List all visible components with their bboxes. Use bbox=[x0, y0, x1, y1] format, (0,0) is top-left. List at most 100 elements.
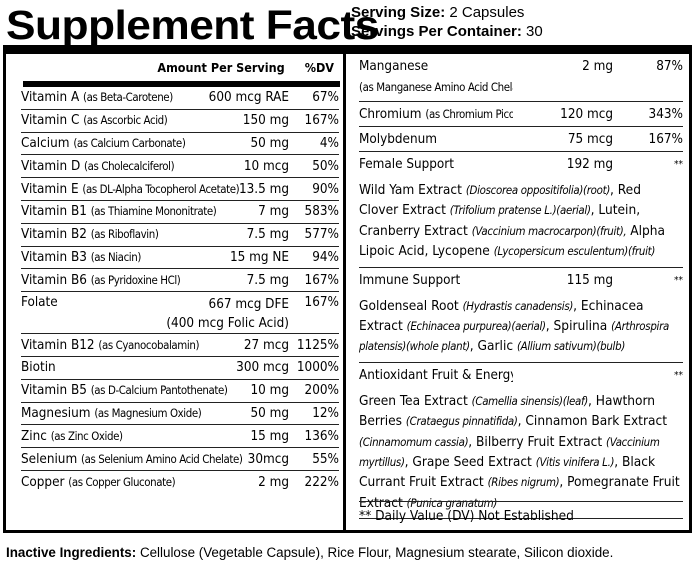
ingredient-text: , Pomegranate Fruit Extract bbox=[359, 474, 680, 511]
nutrient-source: (as Cyanocobalamin) bbox=[98, 337, 200, 352]
amount: 150 mg bbox=[242, 113, 289, 129]
daily-value: 200% bbox=[304, 383, 339, 399]
daily-value: 12% bbox=[312, 405, 339, 421]
nutrient-source: (as Cholecalciferol) bbox=[84, 158, 175, 173]
nutrient-name: Vitamin B3 bbox=[21, 249, 87, 265]
amount-cell: 7.5 mg bbox=[247, 227, 289, 242]
nutrient-name-cell: Female Support bbox=[359, 157, 513, 172]
daily-value: 136% bbox=[304, 428, 339, 444]
botanical-name: (Dioscorea oppositifolia)(root) bbox=[465, 183, 611, 197]
amount: 120 mcg bbox=[560, 106, 613, 122]
ingredient-text: , Bilberry Fruit Extract bbox=[468, 433, 607, 450]
daily-value: 90% bbox=[312, 181, 339, 197]
blend-ingredients: Wild Yam Extract (Dioscorea oppositifoli… bbox=[359, 177, 683, 268]
nutrient-name-cell: Vitamin E (as DL-Alpha Tocopherol Acetat… bbox=[21, 182, 239, 197]
nutrient-name-cell: Vitamin D (as Cholecalciferol) bbox=[21, 159, 244, 174]
nutrient-row: Immune Support 115 mg ** bbox=[359, 268, 683, 293]
amount-cell: 10 mcg bbox=[244, 159, 289, 174]
nutrient-name: Vitamin D bbox=[21, 158, 81, 174]
botanical-name: (Allium sativum)(bulb) bbox=[516, 339, 626, 354]
daily-value: ** bbox=[674, 159, 683, 170]
nutrient-name-cell: Magnesium (as Magnesium Oxide) bbox=[21, 406, 250, 421]
amount-cell: 2 mg bbox=[258, 475, 289, 490]
nutrient-source: (as DL-Alpha Tocopherol Acetate) bbox=[82, 181, 239, 196]
amount: 15 mg NE bbox=[230, 249, 289, 265]
nutrient-name-cell: Vitamin B5 (as D-Calcium Pantothenate) bbox=[21, 383, 250, 398]
amount: 7.5 mg bbox=[246, 227, 289, 243]
amount-cell: 300 mcg bbox=[236, 360, 289, 375]
nutrient-name: Zinc bbox=[21, 428, 47, 444]
nutrient-name-cell: Biotin bbox=[21, 360, 236, 375]
nutrient-row: Copper (as Copper Gluconate) 2 mg 222% bbox=[21, 471, 339, 494]
nutrient-name-cell: Molybdenum bbox=[359, 132, 513, 147]
nutrient-row: Molybdenum 75 mcg 167% bbox=[359, 127, 683, 152]
nutrient-name: Vitamin B1 bbox=[21, 204, 87, 220]
nutrient-source: (as Manganese Amino Acid Chelate) bbox=[359, 80, 513, 94]
nutrient-source: (as Beta-Carotene) bbox=[83, 90, 173, 105]
amount-cell: 15 mg bbox=[250, 429, 289, 444]
ingredient-text: , Hawthorn Berries bbox=[359, 392, 656, 430]
ingredient-text: Alpha Lipoic Acid, Lycopene bbox=[359, 222, 666, 260]
amount: 2 mg bbox=[582, 59, 613, 74]
amount-cell: 2 mg bbox=[513, 57, 613, 77]
nutrient-name: Selenium bbox=[21, 451, 78, 467]
nutrient-name: Vitamin B2 bbox=[21, 227, 87, 243]
nutrient-name: Immune Support bbox=[359, 272, 461, 288]
amount: 75 mcg bbox=[567, 131, 613, 147]
amount: 667 mcg DFE bbox=[208, 297, 289, 313]
amount-header: Amount Per Serving bbox=[157, 60, 285, 75]
botanical-name: (Cinnamomum cassia) bbox=[359, 434, 469, 449]
ingredient-text: , Red Clover Extract bbox=[359, 182, 641, 219]
amount-cell: 115 mg bbox=[513, 273, 613, 288]
amount-cell: 7.5 mg bbox=[247, 273, 289, 288]
amount-secondary: (400 mcg Folic Acid) bbox=[166, 316, 289, 332]
ingredient-text: , Cinnamon Bark Extract bbox=[517, 413, 668, 430]
nutrient-source: (as Calcium Carbonate) bbox=[73, 135, 186, 150]
amount: 2 mg bbox=[258, 474, 289, 490]
nutrient-source: (as Copper Gluconate) bbox=[68, 474, 176, 489]
nutrient-name: Vitamin B6 bbox=[21, 272, 87, 288]
nutrient-row: Vitamin C (as Ascorbic Acid) 150 mg 167% bbox=[21, 110, 339, 133]
nutrient-source: (as Pyridoxine HCl) bbox=[90, 272, 181, 287]
ingredient-text: , Garlic bbox=[469, 338, 517, 355]
ingredient-text: , Echinacea Extract bbox=[359, 297, 644, 335]
botanical-name: (Ribes nigrum) bbox=[487, 475, 560, 490]
nutrient-row: Zinc (as Zinc Oxide) 15 mg 136% bbox=[21, 425, 339, 449]
ingredient-text: Green Tea Extract bbox=[359, 392, 472, 409]
amount: 600 mcg RAE bbox=[208, 90, 289, 106]
nutrient-row: Vitamin B2 (as Riboflavin) 7.5 mg 577% bbox=[21, 224, 339, 247]
nutrient-source: (as Selenium Amino Acid Chelate) bbox=[81, 451, 243, 466]
blend-ingredients: Green Tea Extract (Camellia sinensis)(le… bbox=[359, 388, 683, 520]
amount: 13.5 mg bbox=[238, 181, 289, 197]
inactive-label: Inactive Ingredients: bbox=[6, 545, 137, 560]
botanical-name: (Vitis vinifera L.) bbox=[535, 455, 615, 470]
nutrient-row: Antioxidant Fruit & Energy Blend 187 mg *… bbox=[359, 363, 683, 388]
left-column: Amount Per Serving %DV Vitamin A (as Bet… bbox=[6, 54, 346, 530]
nutrient-source: (as Chromium Picolinate) bbox=[425, 106, 513, 121]
nutrient-name: Folate bbox=[21, 295, 58, 311]
daily-value: 167% bbox=[304, 113, 339, 129]
botanical-name: (Lycopersicum esculentum)(fruit) bbox=[493, 244, 656, 259]
page-title: Supplement Facts bbox=[6, 2, 379, 48]
amount-cell: 13.5 mg bbox=[239, 182, 289, 197]
ingredient-text: Goldenseal Root bbox=[359, 297, 463, 314]
daily-value: 583% bbox=[304, 204, 339, 220]
serving-size-label: Serving Size: bbox=[351, 4, 446, 21]
facts-panel: Amount Per Serving %DV Vitamin A (as Bet… bbox=[3, 45, 692, 533]
amount: 192 mg bbox=[566, 157, 613, 172]
daily-value: 94% bbox=[312, 249, 339, 265]
daily-value: 4% bbox=[319, 135, 339, 151]
nutrient-row: Female Support 192 mg ** bbox=[359, 152, 683, 177]
amount: 115 mg bbox=[566, 272, 613, 288]
nutrient-name: Biotin bbox=[21, 360, 56, 376]
nutrient-name-cell: Manganese (as Manganese Amino Acid Chelat… bbox=[359, 57, 513, 98]
nutrient-source: (as Thiamine Mononitrate) bbox=[90, 204, 217, 219]
nutrient-name-cell: Selenium (as Selenium Amino Acid Chelate… bbox=[21, 452, 248, 467]
column-header: Amount Per Serving %DV bbox=[23, 54, 340, 87]
blend-ingredients: Goldenseal Root (Hydrastis canadensis), … bbox=[359, 293, 683, 363]
amount-cell: 50 mg bbox=[250, 406, 289, 421]
nutrient-row: Chromium (as Chromium Picolinate) 120 mcg… bbox=[359, 102, 683, 127]
botanical-name: (Camellia sinensis)(leaf) bbox=[471, 393, 589, 408]
nutrient-name-cell: Zinc (as Zinc Oxide) bbox=[21, 429, 250, 444]
daily-value: 577% bbox=[304, 227, 339, 243]
